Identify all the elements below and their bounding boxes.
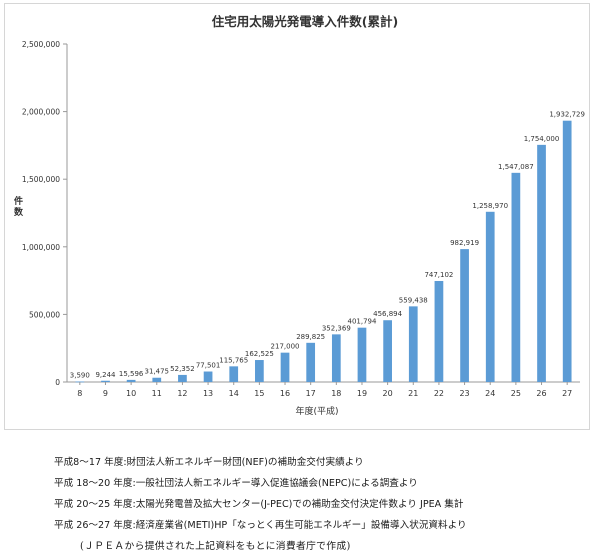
bar [331, 334, 341, 382]
data-label: 401,794 [347, 318, 376, 326]
source-notes: 平成8～17 年度:財団法人新エネルギー財団(NEF)の補助金交付実績より 平成… [54, 452, 584, 557]
x-tick-label: 24 [485, 389, 495, 398]
data-label: 456,894 [373, 310, 402, 318]
source-note: 平成 26～27 年度:経済産業省(METI)HP「なっとく再生可能エネルギー」… [54, 520, 467, 531]
x-tick-label: 19 [357, 389, 367, 398]
data-label: 352,369 [322, 324, 351, 332]
bar [408, 306, 418, 382]
bar [511, 172, 521, 382]
bar [255, 360, 264, 382]
x-axis-label: 年度(平成) [295, 405, 338, 417]
bar [357, 327, 367, 382]
y-tick-label: 0 [55, 378, 60, 387]
source-note: 平成 20～25 年度:太陽光発電普及拡大センター(J-PEC)での補助金交付決… [54, 499, 464, 510]
x-tick-label: 25 [511, 389, 521, 398]
source-note: 平成8～17 年度:財団法人新エネルギー財団(NEF)の補助金交付実績より [54, 457, 364, 468]
data-label: 31,475 [145, 368, 170, 376]
y-tick-label: 1,000,000 [22, 243, 60, 252]
bar [460, 249, 469, 382]
bar [434, 280, 444, 382]
x-tick-label: 11 [152, 389, 162, 398]
x-tick-label: 20 [383, 389, 393, 398]
data-label: 15,596 [119, 370, 144, 378]
bar [306, 342, 316, 382]
bar [152, 377, 162, 382]
bar [485, 211, 495, 382]
data-label: 1,547,087 [498, 163, 534, 171]
y-tick-label: 500,000 [29, 310, 60, 319]
x-tick-label: 21 [408, 389, 418, 398]
data-label: 3,590 [70, 372, 90, 380]
bar [126, 379, 136, 382]
x-tick-label: 13 [203, 389, 213, 398]
plot-area: 0 500,000 1,000,000 1,500,000 2,000,000 2,500… [22, 40, 585, 398]
x-tick-label: 22 [434, 389, 444, 398]
chart-panel: 住宅用太陽光発電導入件数(累計) 件数 年度(平成) 0 500,000 1,000… [4, 3, 590, 430]
chart-title: 住宅用太陽光発電導入件数(累計) [212, 14, 398, 29]
data-label: 1,932,729 [549, 111, 585, 119]
data-label: 747,102 [424, 271, 453, 279]
data-label: 982,919 [450, 239, 479, 247]
x-tick-label: 27 [562, 389, 572, 398]
bar [178, 374, 187, 382]
data-label: 115,765 [219, 356, 248, 364]
y-tick-label: 2,000,000 [22, 108, 60, 117]
data-label: 289,825 [296, 333, 325, 341]
data-label: 559,438 [399, 296, 428, 304]
x-tick-label: 15 [254, 389, 264, 398]
x-tick-label: 26 [536, 389, 546, 398]
bar [229, 366, 239, 382]
x-tick-label: 14 [229, 389, 239, 398]
y-axis-label: 件数 [14, 195, 24, 218]
x-tick-label: 23 [459, 389, 469, 398]
bar [203, 371, 213, 382]
data-label: 162,525 [245, 350, 274, 358]
x-tick-label: 10 [126, 389, 136, 398]
data-label: 9,244 [95, 371, 116, 379]
data-label: 217,000 [271, 343, 300, 351]
bar-chart: 住宅用太陽光発電導入件数(累計) 件数 年度(平成) 0 500,000 1,000… [14, 14, 585, 417]
bar [101, 380, 110, 382]
source-note: 平成 18～20 年度:一般社団法人新エネルギー導入促進協議会(NEPC)による… [54, 478, 418, 489]
data-label: 1,258,970 [472, 202, 508, 210]
x-tick-label: 18 [331, 389, 341, 398]
bar [562, 120, 572, 382]
bar [537, 144, 546, 382]
y-tick-label: 2,500,000 [22, 40, 60, 49]
data-label: 1,754,000 [524, 135, 560, 143]
data-label: 52,352 [170, 365, 195, 373]
bar [75, 381, 85, 383]
x-tick-label: 8 [77, 389, 82, 398]
bar [280, 352, 290, 382]
x-tick-label: 17 [306, 389, 316, 398]
data-label: 77,501 [196, 362, 221, 370]
source-note-sub: (ＪＰＥＡから提供された上記資料をもとに消費者庁で作成) [80, 541, 351, 552]
bar [383, 320, 392, 382]
y-tick-label: 1,500,000 [22, 175, 60, 184]
x-tick-label: 12 [177, 389, 187, 398]
x-tick-label: 9 [103, 389, 108, 398]
x-tick-label: 16 [280, 389, 290, 398]
